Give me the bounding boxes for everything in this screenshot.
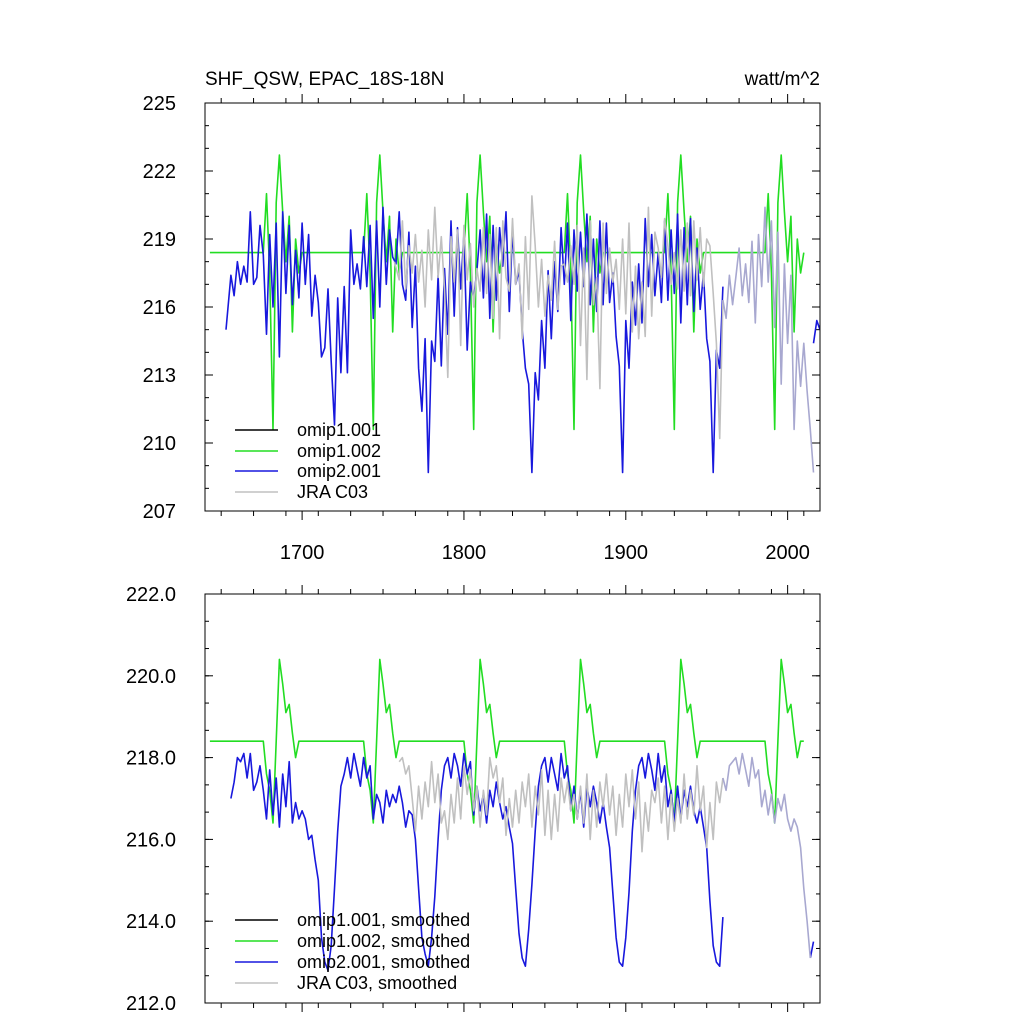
legend-label: omip1.001 (297, 420, 381, 440)
series-line-jra-c03-smoothed (398, 756, 724, 853)
x-tick-label: 1900 (604, 542, 649, 564)
y-tick-label: 225 (143, 93, 176, 115)
series-line-omip2-001-jra-c03-smoothed-overlap (722, 752, 812, 959)
chart-title: SHF_QSW, EPAC_18S-18N (205, 69, 444, 90)
y-tick-label: 214.0 (126, 911, 176, 933)
legend-label: JRA C03 (297, 482, 368, 502)
legend-label: omip2.001, smoothed (297, 952, 470, 972)
panel-bottom: 212.0 214.0 216.0 218.0 220.0 222.0 omip1.001,… (126, 584, 821, 1015)
series-line-omip2-001-jra-c03-overlap (722, 206, 815, 473)
x-tick-label: 2000 (765, 542, 810, 564)
series-line-omip1-002-smoothed (209, 658, 804, 824)
y-tick-label: 216 (143, 297, 176, 319)
legend-label: JRA C03, smoothed (297, 973, 457, 993)
y-tick-label: 222 (143, 161, 176, 183)
y-tick-label: 210 (143, 433, 176, 455)
legend-label: omip1.002 (297, 441, 381, 461)
legend-label: omip2.001 (297, 461, 381, 481)
plot-area (209, 154, 820, 474)
y-tick-label: 222.0 (126, 584, 176, 606)
legend-label: omip1.002, smoothed (297, 931, 470, 951)
y-tick-label: 218.0 (126, 748, 176, 770)
y-tick-label: 220.0 (126, 666, 176, 688)
y-tick-label: 212.0 (126, 993, 176, 1015)
x-tick-label: 1700 (280, 542, 325, 564)
panel-top: SHF_QSW, EPAC_18S-18N watt/m^2 207 210 213 21… (143, 69, 821, 564)
y-tick-label: 213 (143, 365, 176, 387)
y-tick-label: 207 (143, 501, 176, 523)
plot-frame (204, 102, 821, 512)
y-tick-label: 219 (143, 229, 176, 251)
plot-frame (204, 593, 821, 1004)
series-line-omip2-001 (812, 319, 820, 344)
plot-area (209, 658, 815, 972)
series-line-jra-c03 (393, 195, 724, 440)
y-tick-label: 216.0 (126, 829, 176, 851)
legend-label: omip1.001, smoothed (297, 910, 470, 930)
x-tick-label: 1800 (442, 542, 487, 564)
units-label: watt/m^2 (744, 69, 820, 90)
